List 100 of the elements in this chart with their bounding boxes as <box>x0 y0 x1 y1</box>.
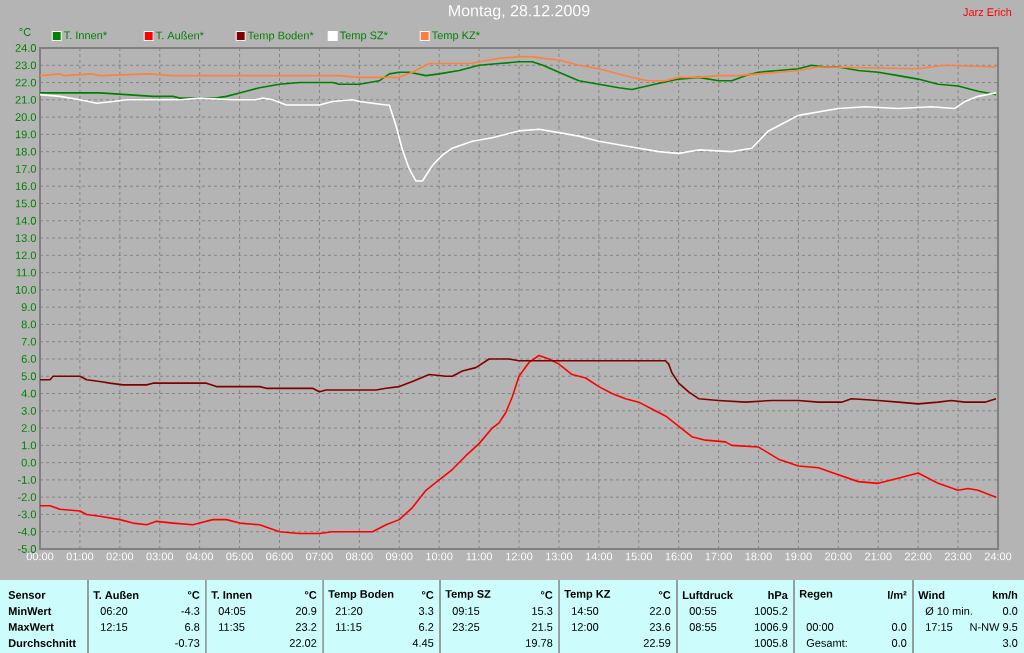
text: 22.0 <box>649 607 671 615</box>
text: 06:20 <box>100 607 128 615</box>
x-tick-label: 19:00 <box>785 552 812 561</box>
y-tick-label: 6.0 <box>21 355 37 363</box>
text: 11:35 <box>219 623 245 631</box>
x-tick-label: 21:00 <box>865 552 892 561</box>
text: 6.2 <box>419 623 434 631</box>
text: °C <box>540 591 553 599</box>
text: km/h <box>992 590 1018 600</box>
x-tick-label: 17:00 <box>705 552 732 561</box>
text: T. Außen <box>93 590 139 600</box>
x-tick-label: 11:00 <box>466 552 492 561</box>
y-tick-label: 21.0 <box>15 95 37 104</box>
y-tick-label: 0.0 <box>21 458 37 467</box>
x-tick-label: 23:00 <box>944 552 972 561</box>
legend-label: Temp Boden* <box>247 31 314 42</box>
y-tick-label: 7.0 <box>21 337 37 346</box>
x-tick-label: 10:00 <box>426 552 453 561</box>
text: 12:15 <box>101 623 128 631</box>
y-tick-label: 17.0 <box>15 165 37 173</box>
y-tick-label: 16.0 <box>15 182 37 191</box>
text: 4.45 <box>412 639 434 647</box>
y-tick-label: 9.0 <box>21 303 37 312</box>
x-tick-label: 15:00 <box>625 552 653 561</box>
y-tick-label: 23.0 <box>15 61 37 70</box>
text: 1005.8 <box>755 639 788 647</box>
y-tick-label: 18.0 <box>15 147 37 156</box>
text: 21:20 <box>335 607 363 615</box>
x-tick-label: 18:00 <box>745 552 772 561</box>
text: 22.02 <box>289 639 317 647</box>
text: 0.0 <box>1002 607 1018 615</box>
text: Wind <box>918 590 945 600</box>
y-tick-label: 5.0 <box>21 372 37 381</box>
y-tick-label: -4.0 <box>18 527 37 536</box>
y-tick-label: 14.0 <box>15 216 37 225</box>
y-tick-label: 19.0 <box>15 130 37 139</box>
y-tick-label: 22.0 <box>15 78 37 87</box>
x-tick-label: 14:00 <box>585 552 613 561</box>
text: 14:50 <box>572 607 599 615</box>
y-tick-label: 1.0 <box>22 441 37 450</box>
text: °C <box>304 591 317 599</box>
text: Temp Boden <box>328 589 394 601</box>
text: -0.73 <box>175 639 200 647</box>
text: 0.0 <box>891 639 907 647</box>
text: Regen <box>799 590 833 600</box>
y-tick-label: 13.0 <box>15 234 37 242</box>
text: Sensor <box>8 591 46 599</box>
text: °C <box>187 591 200 599</box>
text: 04:05 <box>218 607 246 615</box>
text: -4.3 <box>181 607 200 615</box>
text: Temp KZ <box>564 590 611 600</box>
text: 21.5 <box>531 623 553 631</box>
text: MinWert <box>8 606 52 616</box>
y-tick-label: 3.0 <box>21 406 37 415</box>
text: 1005.2 <box>755 607 788 615</box>
x-tick-label: 02:00 <box>106 552 134 561</box>
text: 23.6 <box>649 623 671 631</box>
text: 6.8 <box>185 623 200 631</box>
text: Jarz Erich <box>963 7 1012 17</box>
y-tick-label: 8.0 <box>21 320 37 329</box>
text: 15.3 <box>532 607 553 615</box>
text: 22.59 <box>643 639 671 647</box>
y-tick-label: 11.0 <box>16 268 37 277</box>
text: 08:55 <box>689 623 717 631</box>
legend-label: Temp SZ* <box>339 31 388 42</box>
x-tick-label: 20:00 <box>825 552 852 561</box>
y-tick-label: -2.0 <box>18 493 37 502</box>
text: 3.0 <box>1002 639 1018 647</box>
y-tick-label: 20.0 <box>15 113 37 121</box>
text: 3.3 <box>418 607 434 615</box>
y-tick-label: 4.0 <box>21 389 37 398</box>
text: l/m² <box>888 590 907 600</box>
text: 23:25 <box>452 623 480 631</box>
y-axis-title: °C <box>19 28 31 36</box>
x-tick-label: 13:00 <box>545 552 573 561</box>
x-tick-label: 09:00 <box>385 552 413 561</box>
text: Temp SZ <box>445 590 491 600</box>
y-tick-label: -3.0 <box>18 510 37 519</box>
text: °C <box>421 591 434 599</box>
text: 20.9 <box>295 607 317 615</box>
text: T. Innen <box>211 591 252 599</box>
text: 12:00 <box>572 623 599 631</box>
y-tick-label: 24.0 <box>15 44 37 52</box>
text: Gesamt: <box>806 639 847 647</box>
text: Durchschnitt <box>8 638 76 648</box>
x-tick-label: 16:00 <box>665 552 692 561</box>
y-tick-label: -5.0 <box>18 545 37 553</box>
text: Ø 10 min. <box>925 606 972 616</box>
text: MaxWert <box>8 623 54 631</box>
legend-label: T. Innen* <box>63 31 107 40</box>
x-tick-label: 03:00 <box>146 552 174 561</box>
text: 1006.9 <box>755 623 788 631</box>
y-tick-label: 12.0 <box>15 251 37 260</box>
x-tick-label: 06:00 <box>266 552 293 561</box>
y-tick-label: 15.0 <box>15 199 37 208</box>
x-tick-label: 05:00 <box>226 552 253 561</box>
text: Luftdruck <box>682 590 733 600</box>
x-tick-label: 07:00 <box>306 552 333 561</box>
text: 17:15 <box>926 623 953 631</box>
x-tick-label: 12:00 <box>506 552 533 561</box>
